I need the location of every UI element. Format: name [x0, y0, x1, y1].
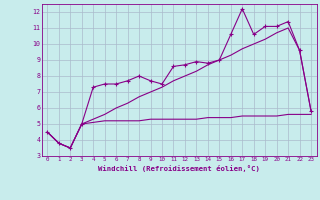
X-axis label: Windchill (Refroidissement éolien,°C): Windchill (Refroidissement éolien,°C) [98, 165, 260, 172]
